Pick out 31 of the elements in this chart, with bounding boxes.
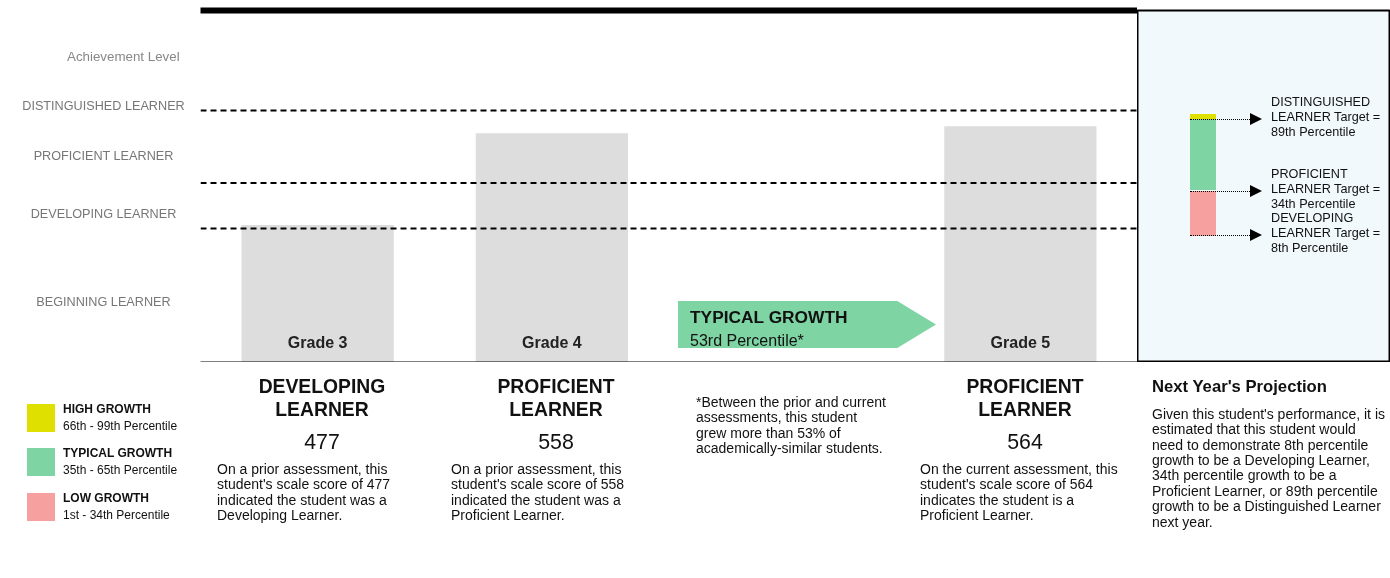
text: PROFICIENT LEARNER [496,375,616,422]
x-tick-label: Grade 4 [522,333,582,351]
annotation: 53rd Percentile* [690,330,805,351]
category-label: HIGH GROWTH [63,401,152,418]
data-label: 564 [1006,429,1044,457]
text: Next Year's Projection [1152,376,1328,398]
x-tick-label: Grade 3 [287,333,348,351]
text: DISTINGUISHED LEARNER Target = 89th Percentile [1271,95,1382,141]
text: DEVELOPING LEARNER Target = 8th Percentile [1271,211,1382,257]
text: 35th - 65th Percentile [63,462,178,480]
text: DEVELOPING LEARNER [257,375,387,422]
category-label: LOW GROWTH [63,489,150,507]
text: On the current assessment, this student's scale score of 564 indicates the student is a Proficient Learner. [920,460,1119,524]
y-axis-title: Achievement Level [67,48,180,66]
text: *Between the prior and current assessments, this student grew more than 53% of academically-similar students. [696,394,887,457]
text: PROFICIENT LEARNER [965,375,1085,422]
annotation: TYPICAL GROWTH [690,306,848,329]
text: DISTINGUISHED LEARNER [21,98,186,115]
text: Given this student's performance, it is estimated that this student would need to demonstrate 8th percentile growth to be a Developing Learner, 34th percentile growth to be a Proficient Learner, or 89th percentile growth to be a Distinguished Learner next year. [1152,405,1386,530]
text: PROFICIENT LEARNER Target = 34th Percentile [1271,167,1382,213]
text: 1st - 34th Percentile [63,506,170,524]
data-label: 558 [537,429,575,457]
text: PROFICIENT LEARNER [32,148,175,165]
text: DEVELOPING LEARNER [29,206,178,223]
text: BEGINNING LEARNER [35,294,172,311]
x-tick-label: Grade 5 [990,333,1051,351]
text: On a prior assessment, this student's scale score of 558 indicated the student was a Proficient Learner. [451,460,626,524]
text: On a prior assessment, this student's scale score of 477 indicated the student was a Developing Learner. [217,460,392,524]
category-label: TYPICAL GROWTH [63,445,174,463]
text: 66th - 99th Percentile [63,418,178,436]
data-label: 477 [303,429,341,457]
